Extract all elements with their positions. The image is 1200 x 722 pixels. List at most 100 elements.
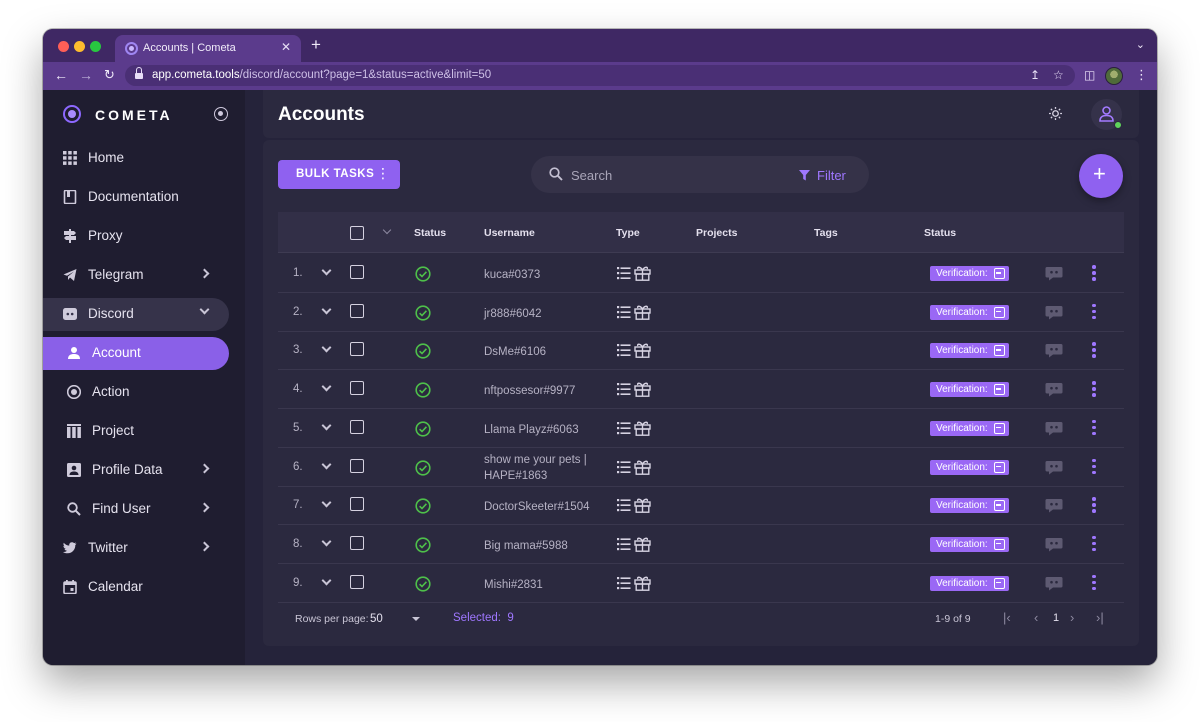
expand-row-chevron-icon[interactable]	[321, 420, 332, 431]
discord-chat-icon[interactable]	[1045, 421, 1063, 436]
previous-page-icon[interactable]: ‹	[1034, 610, 1039, 625]
table-row[interactable]: 6. show me your pets | HAPE#1863 Verificat…	[278, 448, 1124, 487]
sidebar-item-profile-data[interactable]: Profile Data	[43, 454, 229, 487]
row-menu-icon[interactable]	[1092, 381, 1096, 397]
row-menu-icon[interactable]	[1092, 265, 1096, 281]
bookmark-star-icon[interactable]: ☆	[1053, 68, 1064, 82]
rows-per-page-select[interactable]: 50	[370, 613, 383, 625]
browser-profile-avatar[interactable]	[1105, 67, 1123, 85]
back-icon[interactable]: ←	[54, 67, 68, 83]
expand-row-chevron-icon[interactable]	[321, 381, 332, 392]
next-page-icon[interactable]: ›	[1070, 610, 1075, 625]
row-checkbox[interactable]	[350, 497, 364, 512]
maximize-window-button[interactable]	[90, 41, 101, 52]
expand-row-chevron-icon[interactable]	[321, 342, 332, 353]
new-tab-button[interactable]: +	[311, 35, 321, 54]
column-header-projects[interactable]: Projects	[696, 227, 738, 239]
browser-tab[interactable]: Accounts | Cometa ✕	[115, 35, 301, 62]
discord-chat-icon[interactable]	[1045, 305, 1063, 320]
column-header-verification-status[interactable]: Status	[924, 227, 957, 239]
sidebar-item-proxy[interactable]: Proxy	[43, 220, 229, 253]
discord-chat-icon[interactable]	[1045, 460, 1063, 475]
sidebar-item-twitter[interactable]: Twitter	[43, 532, 229, 565]
table-row[interactable]: 7. DoctorSkeeter#1504 Verification:	[278, 486, 1124, 526]
table-row[interactable]: 4. nftpossesor#9977 Verification:	[278, 370, 1124, 410]
discord-chat-icon[interactable]	[1045, 537, 1063, 552]
sidebar-item-documentation[interactable]: Documentation	[43, 181, 229, 214]
table-row[interactable]: 8. Big mama#5988 Verification:	[278, 525, 1124, 564]
row-menu-icon[interactable]	[1092, 535, 1096, 552]
expand-row-chevron-icon[interactable]	[321, 575, 332, 586]
tab-close-icon[interactable]: ✕	[280, 40, 291, 54]
row-menu-icon[interactable]	[1092, 497, 1096, 513]
row-checkbox[interactable]	[350, 303, 364, 318]
verification-badge[interactable]: Verification:	[930, 382, 1009, 398]
caret-down-icon[interactable]	[412, 617, 420, 621]
row-checkbox[interactable]	[350, 574, 364, 589]
search-input[interactable]	[571, 166, 771, 184]
browser-menu-icon[interactable]: ⋮	[1135, 67, 1148, 82]
share-icon[interactable]: ↥	[1030, 68, 1041, 82]
row-checkbox[interactable]	[350, 458, 364, 473]
sidebar-item-telegram[interactable]: Telegram	[43, 259, 229, 292]
verification-badge[interactable]: Verification:	[930, 536, 1009, 552]
bulk-tasks-button[interactable]: BULK TASKS ⋮	[278, 160, 400, 189]
minimize-window-button[interactable]	[74, 41, 85, 52]
select-menu-chevron-icon[interactable]	[382, 225, 392, 235]
table-row[interactable]: 9. Mishi#2831 Verification:	[278, 564, 1124, 603]
sidebar-toggle-icon[interactable]	[214, 107, 228, 121]
expand-row-chevron-icon[interactable]	[321, 265, 332, 276]
table-row[interactable]: 5. Llama Playz#6063 Verification:	[278, 409, 1124, 448]
table-row[interactable]: 2. jr888#6042 Verification:	[278, 293, 1124, 332]
sun-icon[interactable]	[1049, 107, 1062, 120]
verification-badge[interactable]: Verification:	[930, 343, 1009, 359]
row-menu-icon[interactable]	[1092, 419, 1096, 436]
row-checkbox[interactable]	[350, 381, 364, 396]
forward-icon[interactable]: →	[79, 67, 93, 83]
expand-row-chevron-icon[interactable]	[321, 536, 332, 547]
discord-chat-icon[interactable]	[1045, 266, 1063, 281]
add-account-button[interactable]: +	[1079, 154, 1123, 198]
verification-badge[interactable]: Verification:	[930, 459, 1009, 475]
discord-chat-icon[interactable]	[1045, 498, 1063, 513]
tab-search-chevron-icon[interactable]: ⌄	[1135, 39, 1145, 51]
sidepanel-icon[interactable]: ◫	[1084, 68, 1096, 82]
reload-icon[interactable]: ↻	[104, 67, 115, 82]
sidebar-item-home[interactable]: Home	[43, 142, 229, 175]
column-header-tags[interactable]: Tags	[814, 227, 838, 239]
column-header-type[interactable]: Type	[616, 227, 640, 239]
row-menu-icon[interactable]	[1092, 458, 1096, 475]
row-menu-icon[interactable]	[1092, 574, 1096, 591]
url-field[interactable]: app.cometa.tools/discord/account?page=1&…	[125, 65, 1075, 86]
verification-badge[interactable]: Verification:	[930, 498, 1009, 514]
row-checkbox[interactable]	[350, 419, 364, 434]
sidebar-item-project[interactable]: Project	[43, 415, 229, 448]
column-header-username[interactable]: Username	[484, 227, 535, 239]
expand-row-chevron-icon[interactable]	[321, 304, 332, 315]
sidebar-item-account[interactable]: Account	[43, 337, 229, 370]
select-all-checkbox[interactable]	[350, 226, 364, 240]
close-window-button[interactable]	[58, 41, 69, 52]
sidebar-item-find-user[interactable]: Find User	[43, 493, 229, 526]
table-row[interactable]: 1. kuca#0373 Verification:	[278, 254, 1124, 293]
sidebar-item-action[interactable]: Action	[43, 376, 229, 409]
last-page-icon[interactable]: ›|	[1096, 610, 1104, 625]
table-row[interactable]: 3. DsMe#6106 Verification:	[278, 331, 1124, 371]
row-menu-icon[interactable]	[1092, 342, 1096, 358]
row-checkbox[interactable]	[350, 265, 364, 279]
discord-chat-icon[interactable]	[1045, 576, 1063, 591]
column-header-status[interactable]: Status	[414, 227, 447, 239]
verification-badge[interactable]: Verification:	[930, 266, 1009, 281]
discord-chat-icon[interactable]	[1045, 343, 1063, 358]
sidebar-item-calendar[interactable]: Calendar	[43, 571, 229, 604]
sidebar-item-discord[interactable]: Discord	[43, 298, 229, 331]
expand-row-chevron-icon[interactable]	[321, 497, 332, 508]
row-menu-icon[interactable]	[1092, 303, 1096, 320]
user-menu-button[interactable]	[1091, 99, 1122, 130]
row-checkbox[interactable]	[350, 535, 364, 550]
verification-badge[interactable]: Verification:	[930, 304, 1009, 320]
verification-badge[interactable]: Verification:	[930, 420, 1009, 436]
expand-row-chevron-icon[interactable]	[321, 459, 332, 469]
discord-chat-icon[interactable]	[1045, 382, 1063, 397]
row-checkbox[interactable]	[350, 342, 364, 357]
